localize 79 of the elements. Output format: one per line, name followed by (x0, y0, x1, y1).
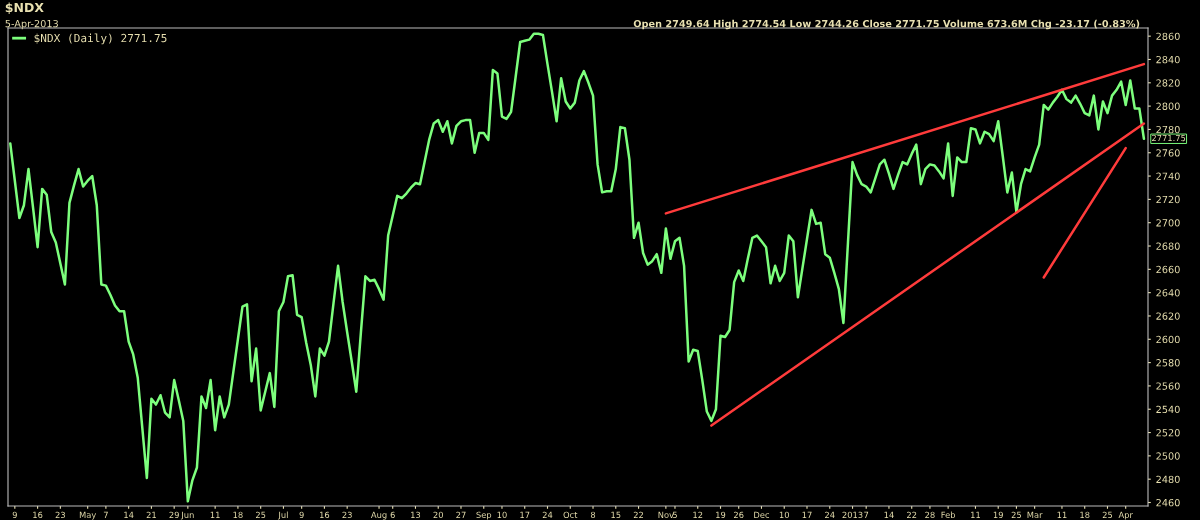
y-tick-label: 2480 (1156, 475, 1180, 484)
x-tick-label: Jul (277, 511, 288, 520)
y-tick-label: 2520 (1156, 429, 1180, 437)
x-tick-label: 26 (734, 511, 744, 519)
x-tick-label: 28 (925, 511, 935, 519)
x-tick-label: Jun (180, 511, 194, 520)
x-tick-label: 12 (693, 511, 703, 518)
x-tick-label: Sep (476, 511, 492, 520)
x-tick-label: 25 (1102, 511, 1113, 519)
x-tick-label: 16 (320, 511, 330, 519)
x-tick-label: 10 (779, 511, 789, 519)
x-tick-label: 24 (542, 511, 553, 518)
x-tick-label: 9 (12, 511, 17, 519)
x-tick-label: 9 (299, 511, 304, 519)
x-tick-label: 6 (390, 511, 395, 519)
y-tick-label: 2740 (1156, 172, 1180, 180)
x-tick-label: 24 (825, 511, 835, 518)
x-tick-label: 11 (971, 511, 980, 518)
annotation: Open 2749.64 High 2774.54 Low 2744.26 Close 2771.75 Volume 673.6M Chg -23.17 (-0.83%) (633, 19, 1140, 30)
x-tick-label: Aug (370, 511, 387, 520)
x-tick-label: 22 (633, 511, 644, 518)
y-tick-label: 2580 (1156, 359, 1180, 367)
x-tick-label: Apr (1118, 511, 1133, 520)
x-tick-label: 14 (124, 511, 134, 518)
x-tick-label: Oct (563, 511, 578, 519)
y-tick-label: 2640 (1156, 289, 1180, 297)
x-tick-label: 22 (907, 511, 917, 518)
y-tick-label: 2460 (1156, 498, 1180, 507)
x-tick-label: 19 (993, 511, 1003, 519)
x-tick-label: 18 (233, 511, 243, 519)
chart-title: $NDX (5, 2, 44, 14)
chart-subtitle: 5-Apr-2013 (5, 19, 58, 30)
x-tick-label: 20 (433, 511, 443, 519)
y-tick-label: 2600 (1156, 335, 1180, 344)
x-tick-label: Feb (941, 511, 956, 519)
x-tick-label: 27 (456, 511, 466, 518)
x-tick-label: 5 (672, 511, 677, 519)
y-tick-label: 2620 (1156, 312, 1180, 320)
x-tick-label: Nov (658, 511, 674, 519)
x-tick-label: 8 (590, 511, 596, 519)
x-tick-label: 16 (33, 511, 43, 519)
x-tick-label: 18 (1080, 511, 1090, 519)
x-tick-label: 29 (169, 511, 179, 519)
y-tick-label: 2560 (1156, 382, 1180, 390)
text: 2771.75 (1152, 134, 1186, 142)
y-tick-label: 2800 (1156, 102, 1180, 110)
x-tick-label: May (79, 511, 97, 520)
x-tick-label: 19 (716, 511, 726, 519)
legend-label: $NDX (Daily) 2771.75 (34, 33, 167, 45)
y-tick-label: 2500 (1156, 452, 1180, 460)
x-tick-label: 7 (103, 511, 108, 518)
x-tick-label: Mar (1027, 511, 1043, 519)
x-tick-label: 7 (864, 511, 869, 518)
y-tick-label: 2760 (1156, 149, 1180, 157)
x-tick-label: 11 (1057, 511, 1067, 518)
y-tick-label: 2540 (1156, 405, 1180, 414)
y-tick-label: 2700 (1156, 219, 1180, 227)
x-tick-label: 25 (255, 511, 266, 519)
x-tick-label: 13 (411, 511, 421, 519)
y-tick-label: 2820 (1156, 79, 1180, 87)
x-tick-label: Dec (754, 511, 770, 519)
x-tick-label: 23 (342, 511, 352, 519)
line-series (9, 32, 1146, 503)
x-tick-label: 11 (210, 511, 220, 518)
y-tick-label: 2720 (1156, 195, 1180, 204)
x-tick-label: 10 (497, 511, 507, 519)
y-tick-label: 2780 (1156, 125, 1180, 134)
x-tick-label: 25 (1011, 511, 1021, 519)
x-tick-label: 14 (884, 511, 894, 518)
y-tick-label: 2680 (1156, 242, 1180, 250)
x-tick-label: 2013 (842, 511, 863, 519)
x-tick-label: 17 (802, 511, 812, 518)
y-tick-label: 2860 (1156, 32, 1180, 40)
x-tick-label: 17 (520, 511, 530, 518)
x-tick-label: 23 (55, 511, 65, 519)
x-tick-label: 15 (611, 511, 621, 519)
y-tick-label: 2840 (1156, 55, 1180, 64)
x-tick-label: 21 (146, 511, 156, 518)
y-tick-label: 2660 (1156, 265, 1180, 274)
